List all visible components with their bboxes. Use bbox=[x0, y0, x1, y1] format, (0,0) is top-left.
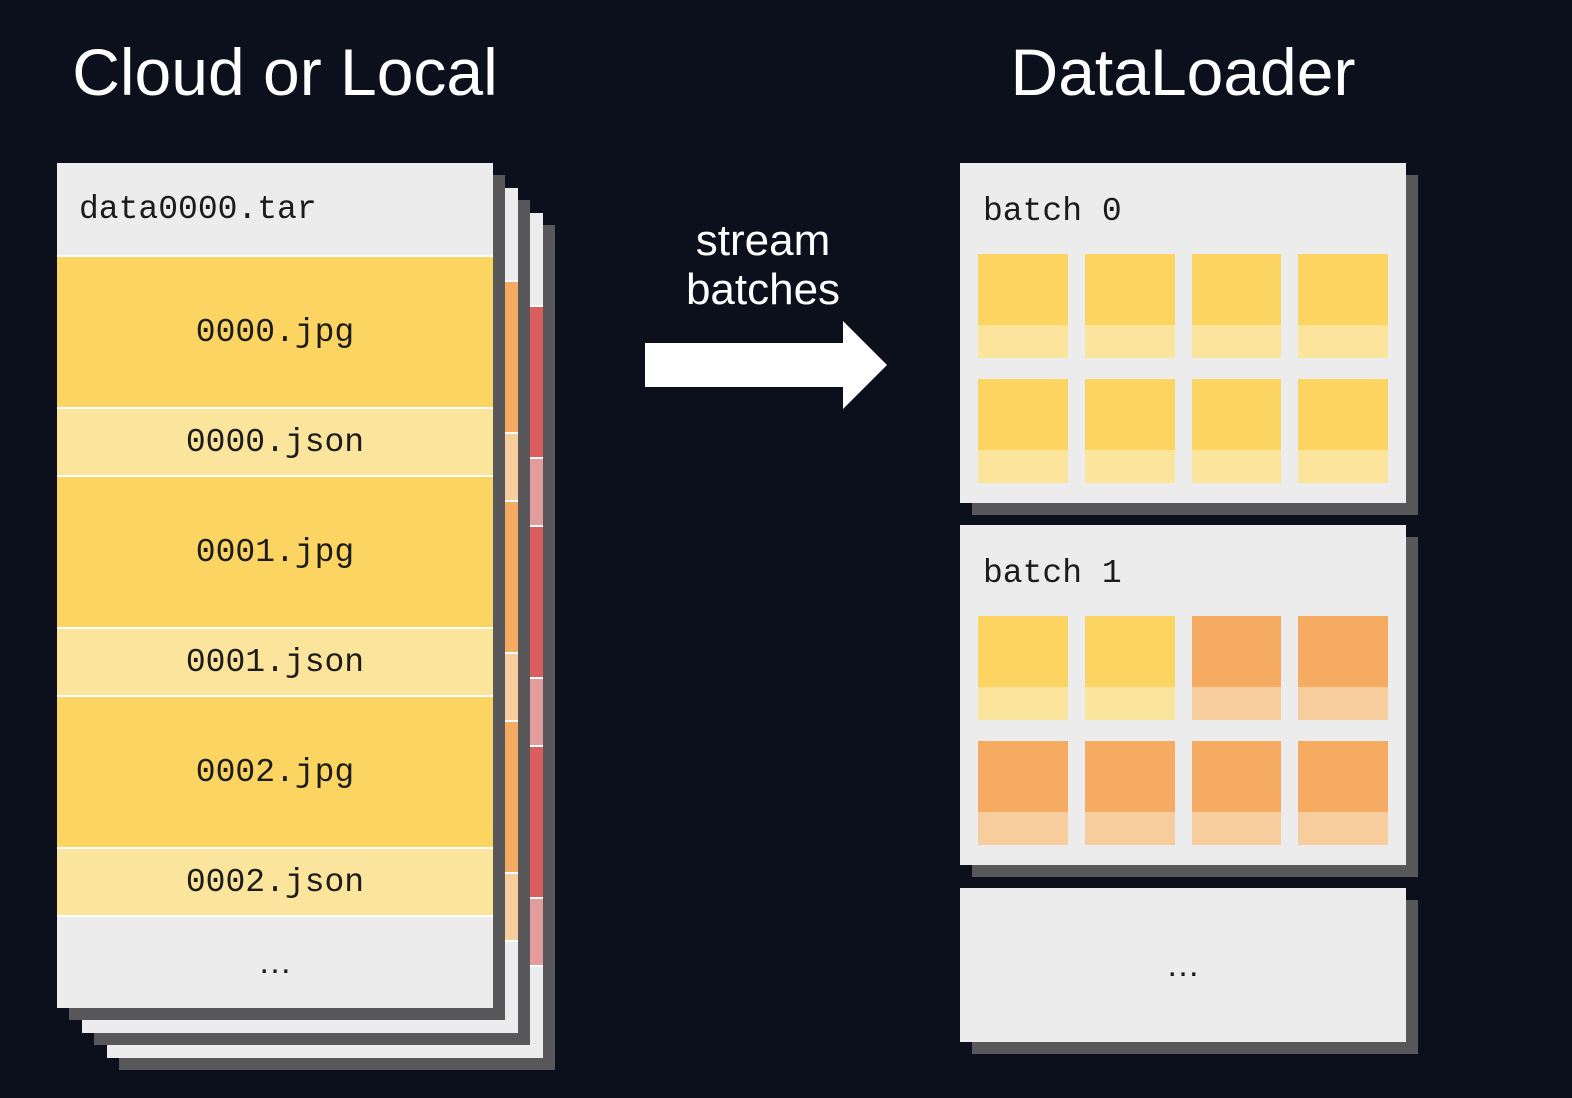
more-batches-card: … bbox=[960, 888, 1406, 1042]
batch-sample-tile bbox=[1298, 254, 1388, 358]
batch-sample-tile bbox=[1298, 379, 1388, 483]
sample-meta-block bbox=[1298, 687, 1388, 720]
sample-meta-block bbox=[1084, 687, 1175, 720]
batch-0-card: batch 0 bbox=[960, 163, 1406, 503]
batch-sample-tile bbox=[1298, 741, 1388, 845]
sample-image-block bbox=[978, 741, 1068, 812]
sample-image-block bbox=[978, 616, 1068, 687]
tar-filename-header: data0000.tar bbox=[57, 163, 493, 255]
sample-meta-block bbox=[1084, 812, 1175, 845]
sample-image-block bbox=[1084, 616, 1175, 687]
stream-batches-label: stream batches bbox=[610, 216, 916, 314]
batch-sample-tile bbox=[1084, 254, 1175, 358]
tar-row-0002-jpg: 0002.jpg bbox=[57, 697, 493, 847]
batch-sample-tile bbox=[1191, 254, 1282, 358]
sample-meta-block bbox=[978, 450, 1068, 483]
sample-meta-block bbox=[1298, 325, 1388, 358]
sample-image-block bbox=[1084, 254, 1175, 325]
tar-card-footer-ellipsis: … bbox=[57, 917, 493, 1008]
batch-sample-tile bbox=[978, 616, 1068, 720]
sample-image-block bbox=[1084, 379, 1175, 450]
cloud-or-local-title: Cloud or Local bbox=[72, 35, 498, 109]
batch-1-tile-grid bbox=[978, 616, 1388, 845]
sample-meta-block bbox=[1191, 450, 1282, 483]
sample-image-block bbox=[1191, 254, 1282, 325]
sample-meta-block bbox=[978, 325, 1068, 358]
batch-sample-tile bbox=[1191, 379, 1282, 483]
stream-label-line-1: stream bbox=[695, 216, 831, 265]
tar-row-0002-json: 0002.json bbox=[57, 849, 493, 915]
sample-image-block bbox=[1298, 254, 1388, 325]
batch-sample-tile bbox=[978, 741, 1068, 845]
batch-sample-tile bbox=[978, 379, 1068, 483]
batch-sample-tile bbox=[1084, 616, 1175, 720]
batch-sample-tile bbox=[1298, 616, 1388, 720]
sample-image-block bbox=[1191, 616, 1282, 687]
sample-image-block bbox=[978, 254, 1068, 325]
sample-image-block bbox=[978, 379, 1068, 450]
sample-image-block bbox=[1191, 379, 1282, 450]
batch-1-label: batch 1 bbox=[983, 555, 1122, 592]
dataloader-title: DataLoader bbox=[1010, 35, 1356, 109]
batch-sample-tile bbox=[1191, 741, 1282, 845]
sample-image-block bbox=[1298, 379, 1388, 450]
sample-meta-block bbox=[978, 687, 1068, 720]
batch-sample-tile bbox=[1191, 616, 1282, 720]
tar-row-0001-jpg: 0001.jpg bbox=[57, 477, 493, 627]
batch-0-label: batch 0 bbox=[983, 193, 1122, 230]
sample-meta-block bbox=[1084, 450, 1175, 483]
sample-meta-block bbox=[978, 812, 1068, 845]
batch-0-tile-grid bbox=[978, 254, 1388, 483]
batch-sample-tile bbox=[978, 254, 1068, 358]
sample-meta-block bbox=[1298, 450, 1388, 483]
batch-sample-tile bbox=[1084, 379, 1175, 483]
tar-card-front: data0000.tar 0000.jpg 0000.json 0001.jpg… bbox=[57, 163, 493, 1008]
tar-row-0000-json: 0000.json bbox=[57, 409, 493, 475]
sample-image-block bbox=[1298, 741, 1388, 812]
stream-arrow-icon bbox=[645, 321, 887, 409]
batch-sample-tile bbox=[1084, 741, 1175, 845]
sample-meta-block bbox=[1191, 325, 1282, 358]
stream-label-line-2: batches bbox=[685, 265, 841, 314]
sample-image-block bbox=[1084, 741, 1175, 812]
sample-meta-block bbox=[1298, 812, 1388, 845]
batch-1-card: batch 1 bbox=[960, 525, 1406, 865]
sample-meta-block bbox=[1084, 325, 1175, 358]
sample-meta-block bbox=[1191, 812, 1282, 845]
sample-meta-block bbox=[1191, 687, 1282, 720]
sample-image-block bbox=[1191, 741, 1282, 812]
tar-row-0001-json: 0001.json bbox=[57, 629, 493, 695]
tar-row-0000-jpg: 0000.jpg bbox=[57, 257, 493, 407]
sample-image-block bbox=[1298, 616, 1388, 687]
